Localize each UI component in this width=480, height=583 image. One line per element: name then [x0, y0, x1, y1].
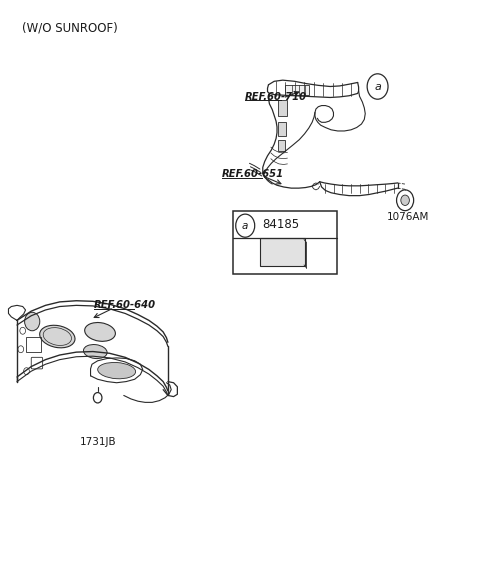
Text: 1076AM: 1076AM: [387, 212, 430, 222]
Bar: [25, 336, 41, 352]
Ellipse shape: [84, 345, 107, 359]
Ellipse shape: [84, 322, 115, 341]
Circle shape: [94, 392, 102, 403]
Bar: [233, 210, 337, 274]
Bar: [278, 122, 286, 136]
Circle shape: [401, 195, 409, 205]
Bar: [278, 140, 285, 150]
Circle shape: [24, 368, 29, 375]
FancyBboxPatch shape: [261, 238, 305, 266]
Bar: [278, 100, 288, 116]
Circle shape: [20, 327, 25, 334]
Text: REF.60-710: REF.60-710: [245, 92, 307, 102]
Text: (W/O SUNROOF): (W/O SUNROOF): [22, 21, 118, 34]
Circle shape: [18, 346, 24, 353]
Bar: [285, 85, 309, 95]
Circle shape: [236, 214, 255, 237]
Text: a: a: [374, 82, 381, 92]
Circle shape: [367, 74, 388, 99]
Circle shape: [24, 312, 40, 331]
Circle shape: [396, 190, 414, 210]
Ellipse shape: [98, 363, 135, 379]
Text: REF.60-640: REF.60-640: [94, 300, 156, 310]
Text: REF.60-651: REF.60-651: [222, 169, 284, 180]
Ellipse shape: [40, 325, 75, 348]
Text: 1731JB: 1731JB: [79, 437, 116, 447]
Text: 84185: 84185: [262, 218, 300, 231]
Text: a: a: [242, 221, 249, 231]
